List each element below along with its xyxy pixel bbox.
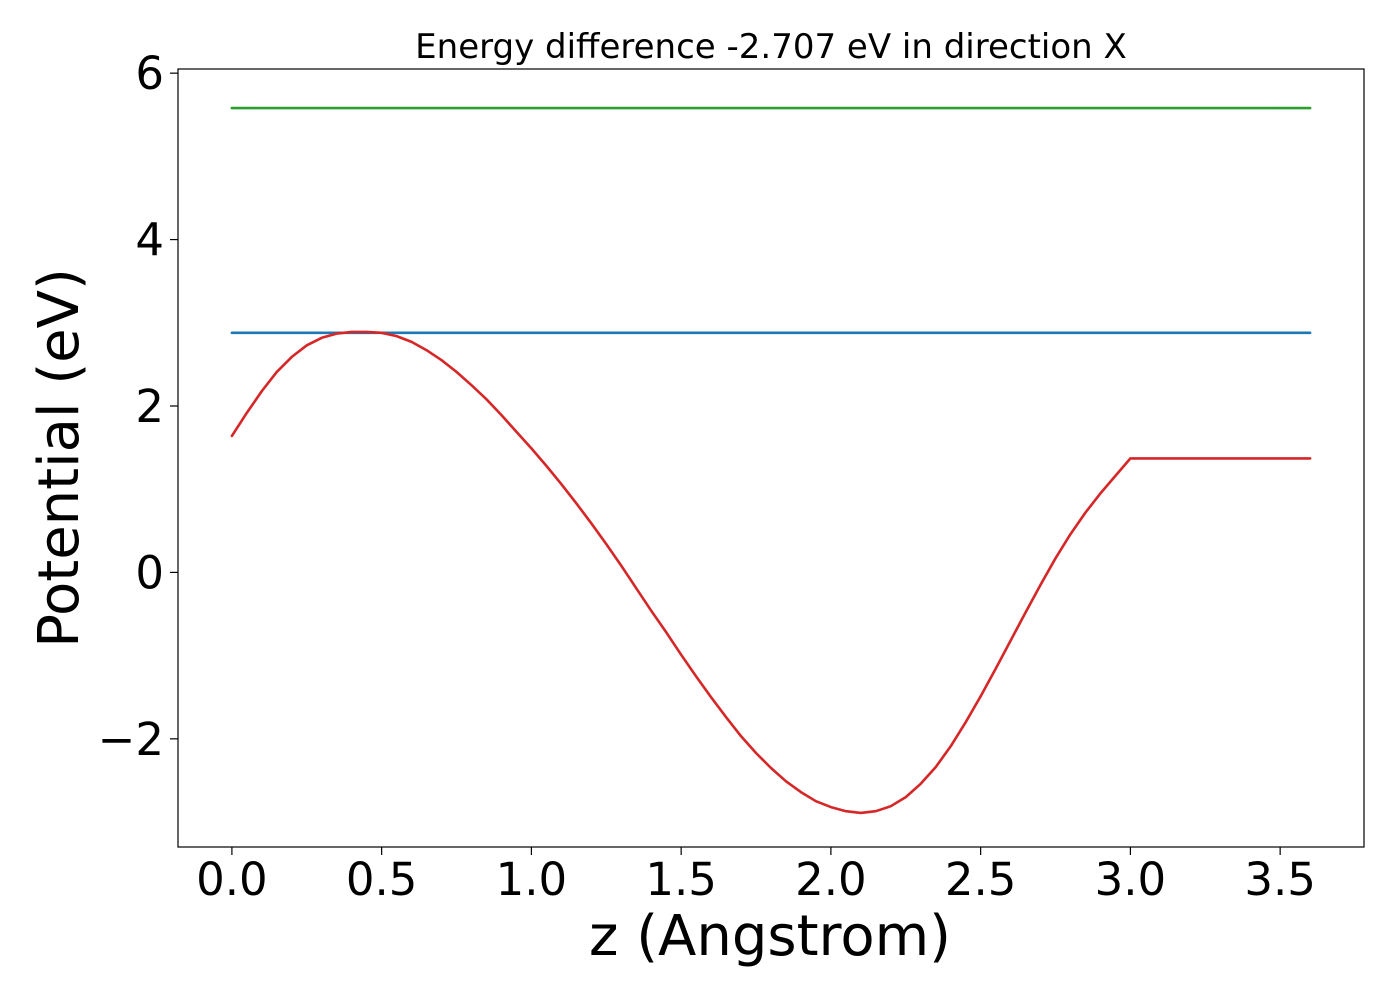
x-axis-label: z (Angstrom) <box>589 904 951 969</box>
y-tick-label: −2 <box>98 713 164 766</box>
y-axis-label: Potential (eV) <box>27 268 92 648</box>
y-tick-label: 0 <box>135 546 164 599</box>
x-tick-label: 3.0 <box>1095 853 1167 906</box>
y-ticks: −2 0 2 4 6 <box>98 47 178 766</box>
chart-title: Energy difference -2.707 eV in direction… <box>415 27 1127 67</box>
plot-frame <box>177 68 1365 848</box>
x-tick-label: 0.5 <box>346 853 418 906</box>
y-tick-label: 6 <box>135 47 164 100</box>
y-tick-label: 4 <box>135 214 164 267</box>
series-layer <box>230 106 1312 815</box>
x-tick-label: 1.5 <box>645 853 717 906</box>
x-tick-label: 1.0 <box>496 853 568 906</box>
series-line-3 <box>230 330 1312 815</box>
x-ticks: 0.0 0.5 1.0 1.5 2.0 2.5 3.0 3.5 <box>196 847 1316 906</box>
x-tick-label: 3.5 <box>1244 853 1316 906</box>
x-tick-label: 0.0 <box>196 853 268 906</box>
x-tick-label: 2.0 <box>795 853 867 906</box>
x-tick-label: 2.5 <box>945 853 1017 906</box>
y-tick-label: 2 <box>135 380 164 433</box>
